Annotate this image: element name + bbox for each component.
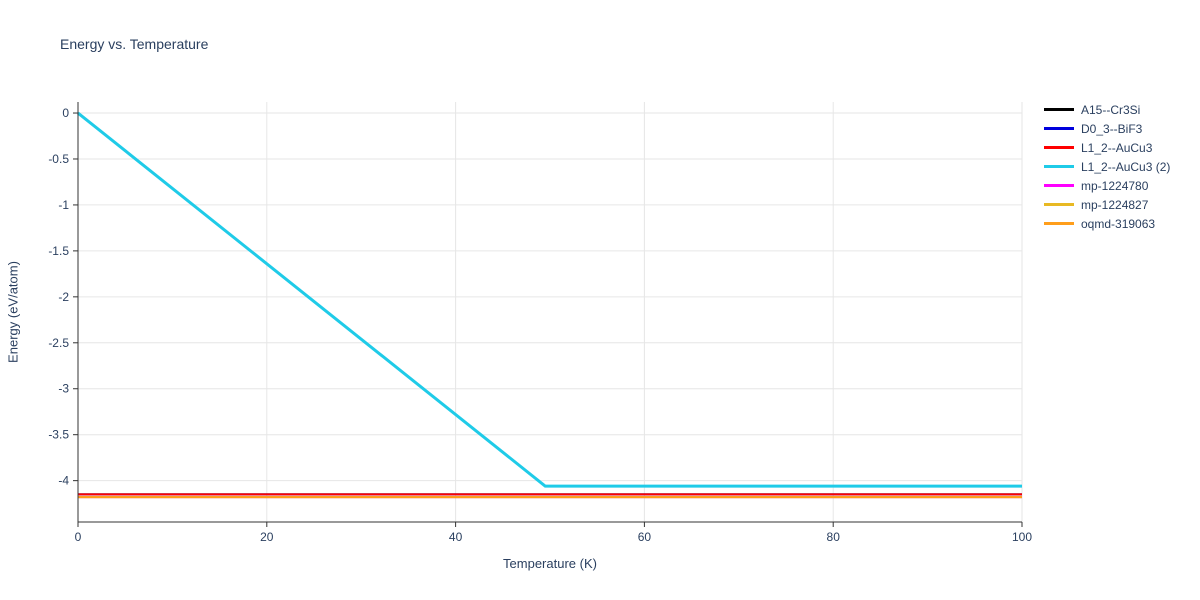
legend-item[interactable]: oqmd-319063 [1044,214,1170,233]
x-tick-label: 20 [260,530,274,544]
legend-label: A15--Cr3Si [1081,102,1141,117]
legend-item[interactable]: L1_2--AuCu3 [1044,138,1170,157]
y-tick-label: -0.5 [48,152,69,166]
y-axis-title: Energy (eV/atom) [5,261,21,363]
legend-swatch-line [1044,222,1074,225]
legend-label: L1_2--AuCu3 [1081,140,1153,155]
x-tick-label: 100 [1012,530,1032,544]
legend-swatch-line [1044,108,1074,111]
legend-item[interactable]: L1_2--AuCu3 (2) [1044,157,1170,176]
legend-swatch-line [1044,165,1074,168]
y-tick-label: -1 [58,198,69,212]
legend: A15--Cr3Si D0_3--BiF3 L1_2--AuCu3 L1_2--AuC… [1044,100,1170,233]
chart-title: Energy vs. Temperature [60,36,209,52]
legend-item[interactable]: mp-1224827 [1044,195,1170,214]
x-tick-label: 40 [449,530,463,544]
series-line-3 [77,111,1022,488]
x-tick-label: 60 [638,530,652,544]
legend-label: mp-1224827 [1081,197,1149,212]
legend-item[interactable]: mp-1224780 [1044,176,1170,195]
legend-label: oqmd-319063 [1081,216,1156,231]
legend-item[interactable]: D0_3--BiF3 [1044,119,1170,138]
y-tick-label: -3.5 [48,428,69,442]
legend-item[interactable]: A15--Cr3Si [1044,100,1170,119]
y-tick-label: -2 [58,290,69,304]
y-tick-label: -3 [58,382,69,396]
legend-swatch-line [1044,127,1074,130]
x-tick-label: 0 [75,530,82,544]
legend-label: mp-1224780 [1081,178,1149,193]
legend-label: D0_3--BiF3 [1081,121,1143,136]
x-axis-title: Temperature (K) [503,556,597,571]
y-tick-label: 0 [62,106,69,120]
y-tick-label: -2.5 [48,336,69,350]
legend-swatch-line [1044,184,1074,187]
y-tick-label: -4 [58,474,69,488]
x-tick-label: 80 [827,530,841,544]
y-tick-label: -1.5 [48,244,69,258]
legend-swatch-line [1044,203,1074,206]
legend-label: L1_2--AuCu3 (2) [1081,159,1171,174]
legend-swatch-line [1044,146,1074,149]
